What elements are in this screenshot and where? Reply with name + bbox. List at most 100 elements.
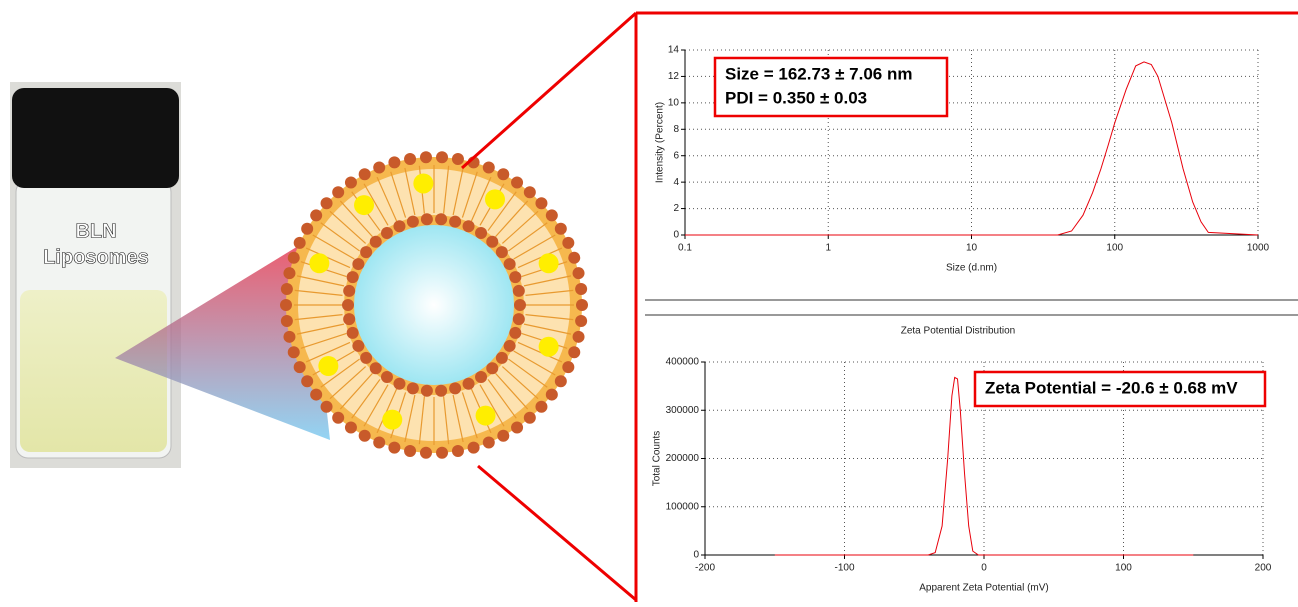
lipid-head bbox=[347, 271, 359, 283]
lipid-head bbox=[404, 153, 416, 165]
lipid-head bbox=[359, 168, 371, 180]
lipid-head bbox=[288, 346, 300, 358]
lipid-head bbox=[421, 213, 433, 225]
lipid-head bbox=[496, 352, 508, 364]
lipid-head bbox=[511, 177, 523, 189]
lipid-head bbox=[347, 327, 359, 339]
lipid-head bbox=[404, 445, 416, 457]
drug-molecule bbox=[539, 253, 559, 273]
lipid-head bbox=[342, 299, 354, 311]
lipid-head bbox=[381, 227, 393, 239]
lipid-head bbox=[370, 236, 382, 248]
lipid-head bbox=[513, 313, 525, 325]
y-tick-label: 4 bbox=[673, 177, 679, 188]
lipid-head bbox=[562, 361, 574, 373]
lipid-head bbox=[575, 283, 587, 295]
y-tick-label: 8 bbox=[673, 124, 679, 135]
lipid-head bbox=[388, 442, 400, 454]
x-tick-label: 0.1 bbox=[678, 243, 692, 254]
lipid-head bbox=[294, 237, 306, 249]
drug-molecule bbox=[476, 406, 496, 426]
lipid-head bbox=[420, 151, 432, 163]
lipid-head bbox=[436, 447, 448, 459]
drug-molecule bbox=[539, 337, 559, 357]
lipid-head bbox=[373, 436, 385, 448]
lipid-head bbox=[452, 153, 464, 165]
lipid-head bbox=[555, 223, 567, 235]
lipid-head bbox=[573, 331, 585, 343]
x-tick-label: 100 bbox=[1115, 563, 1132, 574]
y-tick-label: 200000 bbox=[666, 453, 700, 464]
lipid-head bbox=[343, 285, 355, 297]
lipid-head bbox=[475, 227, 487, 239]
lipid-head bbox=[373, 162, 385, 174]
lipid-head bbox=[524, 412, 536, 424]
lipid-head bbox=[568, 346, 580, 358]
page: {"photo_label": ["BLN", "Liposomes"], "c… bbox=[0, 0, 1298, 602]
lipid-head bbox=[283, 267, 295, 279]
lipid-head bbox=[511, 421, 523, 433]
lipid-head bbox=[562, 237, 574, 249]
lipid-head bbox=[321, 401, 333, 413]
lipid-head bbox=[524, 186, 536, 198]
lipid-head bbox=[301, 223, 313, 235]
lipid-head bbox=[352, 340, 364, 352]
lipid-head bbox=[360, 246, 372, 258]
lipid-head bbox=[546, 389, 558, 401]
lipid-head bbox=[301, 375, 313, 387]
lipid-head bbox=[449, 216, 461, 228]
y-tick-label: 14 bbox=[668, 45, 680, 56]
lipid-head bbox=[568, 252, 580, 264]
lipid-head bbox=[332, 186, 344, 198]
lipid-head bbox=[281, 315, 293, 327]
lipid-head bbox=[496, 246, 508, 258]
lipid-head bbox=[310, 389, 322, 401]
x-tick-label: 1 bbox=[825, 243, 831, 254]
lipid-head bbox=[280, 299, 292, 311]
lipid-head bbox=[381, 371, 393, 383]
drug-molecule bbox=[413, 173, 433, 193]
figure: BLN Liposomes 024681012140.11101001000Si… bbox=[0, 0, 1298, 602]
drug-molecule bbox=[309, 253, 329, 273]
y-tick-label: 6 bbox=[673, 150, 679, 161]
lipid-head bbox=[393, 220, 405, 232]
y-tick-label: 10 bbox=[668, 97, 680, 108]
lipid-head bbox=[497, 168, 509, 180]
lipid-head bbox=[359, 430, 371, 442]
lipid-head bbox=[486, 236, 498, 248]
lipid-head bbox=[486, 362, 498, 374]
lipid-head bbox=[452, 445, 464, 457]
lipid-head bbox=[345, 421, 357, 433]
y-axis-label: Total Counts bbox=[652, 431, 663, 487]
lipid-head bbox=[370, 362, 382, 374]
y-tick-label: 300000 bbox=[666, 405, 700, 416]
x-axis-label: Apparent Zeta Potential (mV) bbox=[919, 583, 1049, 594]
lipid-head bbox=[288, 252, 300, 264]
lipid-head bbox=[294, 361, 306, 373]
lipid-head bbox=[283, 331, 295, 343]
x-tick-label: -200 bbox=[695, 563, 715, 574]
annotation: Zeta Potential = -20.6 ± 0.68 mV bbox=[985, 378, 1238, 397]
lipid-head bbox=[407, 382, 419, 394]
lipid-head bbox=[504, 258, 516, 270]
annotation: Size = 162.73 ± 7.06 nm bbox=[725, 64, 912, 83]
lipid-head bbox=[345, 177, 357, 189]
vial-photo: BLN Liposomes bbox=[10, 82, 181, 468]
lipid-head bbox=[310, 209, 322, 221]
drug-molecule bbox=[318, 356, 338, 376]
lipid-head bbox=[483, 162, 495, 174]
x-tick-label: 200 bbox=[1255, 563, 1272, 574]
y-axis-label: Intensity (Percent) bbox=[655, 102, 666, 183]
x-tick-label: 0 bbox=[981, 563, 987, 574]
lipid-head bbox=[497, 430, 509, 442]
y-tick-label: 100000 bbox=[666, 501, 700, 512]
lipid-head bbox=[388, 156, 400, 168]
vial-label: Liposomes bbox=[43, 246, 149, 268]
lipid-head bbox=[576, 299, 588, 311]
y-tick-label: 12 bbox=[668, 71, 680, 82]
lipid-head bbox=[393, 378, 405, 390]
lipid-head bbox=[509, 271, 521, 283]
chart-title: Zeta Potential Distribution bbox=[901, 326, 1016, 337]
drug-molecule bbox=[354, 195, 374, 215]
lipid-head bbox=[360, 352, 372, 364]
